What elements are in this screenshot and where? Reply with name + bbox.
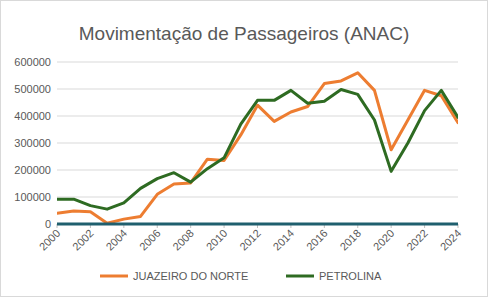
legend-label: JUAZEIRO DO NORTE [133,270,248,282]
chart-border [1,1,488,297]
x-tick-label: 2000 [37,227,63,253]
x-tick-label: 2016 [304,227,330,253]
y-tick-label: 100000 [14,191,51,203]
plot-area [57,73,458,223]
x-tick-label: 2018 [337,227,363,253]
x-tick-label: 2012 [237,227,263,253]
x-tick-label: 2006 [137,227,163,253]
x-tick-label: 2014 [271,227,297,253]
legend-label: PETROLINA [319,270,382,282]
series-line [57,90,458,210]
x-tick-label: 2010 [204,227,230,253]
x-tick-label: 2004 [103,227,129,253]
y-tick-label: 600000 [14,56,51,68]
grid-line [57,197,458,198]
y-tick-label: 0 [45,218,51,230]
title: Movimentação de Passageiros (ANAC) [79,23,410,44]
x-tick-label: 2008 [170,227,196,253]
x-tick-label: 2022 [404,227,430,253]
grid-line [57,62,458,63]
legend-swatch [286,275,314,278]
grid-line [57,116,458,117]
chart: Movimentação de Passageiros (ANAC) 0 10000… [0,0,488,297]
x-tick-label: 2002 [70,227,96,253]
grid-line [57,143,458,144]
x-tick-label: 2024 [438,227,464,253]
grid-line [57,170,458,171]
y-tick-label: 200000 [14,164,51,176]
y-tick-label: 400000 [14,110,51,122]
grid-line [57,89,458,90]
x-axis [57,223,458,226]
y-tick-label: 500000 [14,83,51,95]
legend-swatch [100,275,128,278]
grid-line [57,224,458,225]
series-line [57,73,458,223]
y-tick-label: 300000 [14,137,51,149]
x-tick-label: 2020 [371,227,397,253]
